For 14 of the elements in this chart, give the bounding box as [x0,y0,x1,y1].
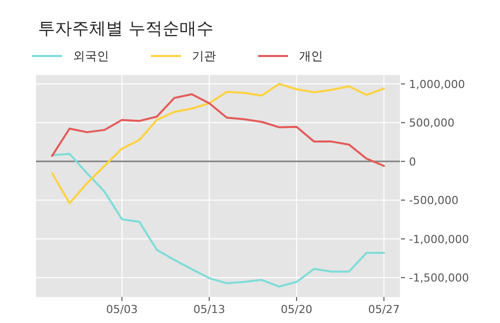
x-tick-label: 05/27 [368,303,400,316]
x-tick-label: 05/03 [106,303,138,316]
x-tick-label: 05/13 [193,303,226,316]
x-tick-label: 05/20 [280,303,312,316]
y-tick-label: -500,000 [409,194,458,208]
y-tick-label: -1,500,000 [409,272,469,285]
y-tick-label: 1,000,000 [409,78,465,91]
y-tick-label: 500,000 [409,116,454,130]
y-tick-label: 0 [409,155,416,168]
legend-label: 외국인 [73,49,109,63]
title: 투자주체별 누적순매수 [38,19,214,39]
y-tick-label: -1,000,000 [409,232,469,246]
legend-label: 기관 [192,49,216,63]
legend-label: 개인 [299,49,323,63]
